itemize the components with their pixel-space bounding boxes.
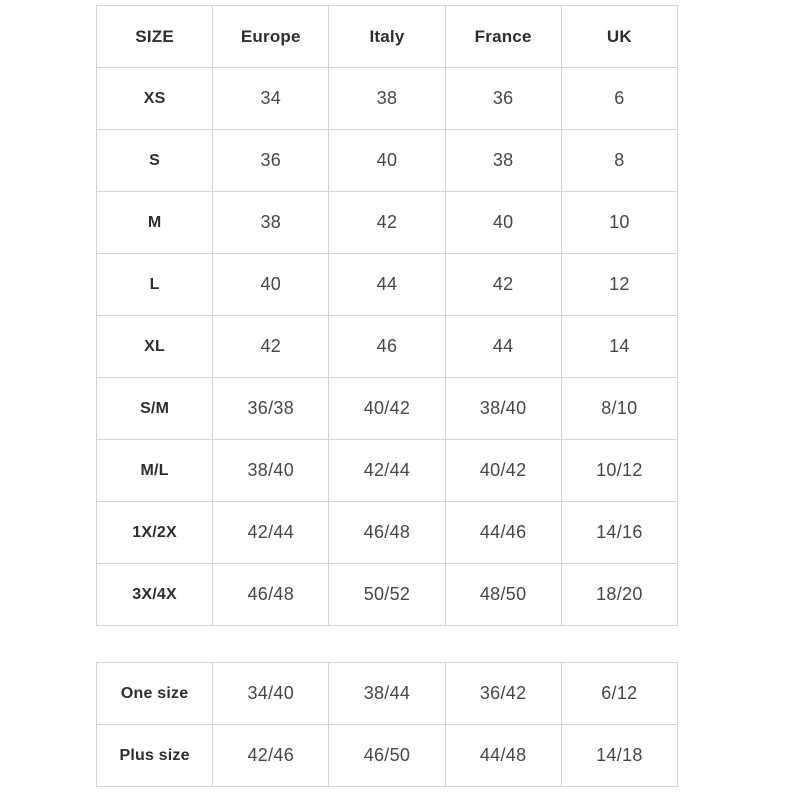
table-cell: 50/52 <box>328 563 446 626</box>
table-cell: 36/38 <box>212 377 330 440</box>
table-cell: 34 <box>212 67 330 130</box>
table-cell: 38 <box>212 191 330 254</box>
table-row: 3X/4X 46/48 50/52 48/50 18/20 <box>95 563 679 626</box>
row-label: 1X/2X <box>95 501 214 564</box>
table-cell: 38/40 <box>444 377 562 440</box>
table-row: M 38 42 40 10 <box>95 191 679 254</box>
row-label: Plus size <box>95 724 214 787</box>
table-cell: 46/48 <box>328 501 446 564</box>
row-label: One size <box>95 662 214 725</box>
table-cell: 40 <box>212 253 330 316</box>
table-cell: 14/16 <box>560 501 679 564</box>
row-label: XS <box>95 67 214 130</box>
table-row: XS 34 38 36 6 <box>95 67 679 130</box>
table-cell: 38 <box>444 129 562 192</box>
table-cell: 36 <box>212 129 330 192</box>
table-row: S 36 40 38 8 <box>95 129 679 192</box>
table-cell: 42/46 <box>212 724 330 787</box>
table-cell: 10 <box>560 191 679 254</box>
table-row: One size 34/40 38/44 36/42 6/12 <box>95 662 679 725</box>
row-label: L <box>95 253 214 316</box>
column-header: SIZE <box>95 5 214 68</box>
table-cell: 42 <box>212 315 330 378</box>
table-cell: 46 <box>328 315 446 378</box>
table-cell: 34/40 <box>212 662 330 725</box>
table-cell: 42 <box>328 191 446 254</box>
row-label: XL <box>95 315 214 378</box>
table-cell: 44 <box>328 253 446 316</box>
table-cell: 40 <box>328 129 446 192</box>
header-row: SIZE Europe Italy France UK <box>95 5 679 68</box>
table-cell: 38 <box>328 67 446 130</box>
table-row: XL 42 46 44 14 <box>95 315 679 378</box>
table-cell: 38/40 <box>212 439 330 502</box>
table-cell: 48/50 <box>444 563 562 626</box>
table-row: S/M 36/38 40/42 38/40 8/10 <box>95 377 679 440</box>
column-header: Europe <box>212 5 330 68</box>
table-cell: 8 <box>560 129 679 192</box>
table-cell: 40/42 <box>444 439 562 502</box>
table-cell: 44/46 <box>444 501 562 564</box>
table-cell: 12 <box>560 253 679 316</box>
column-header: Italy <box>328 5 446 68</box>
table-cell: 38/44 <box>328 662 446 725</box>
column-header: UK <box>560 5 679 68</box>
table-cell: 44 <box>444 315 562 378</box>
row-label: 3X/4X <box>95 563 214 626</box>
table-cell: 42/44 <box>328 439 446 502</box>
table-cell: 14/18 <box>560 724 679 787</box>
table-cell: 14 <box>560 315 679 378</box>
special-sizes-table: One size 34/40 38/44 36/42 6/12 Plus size 42/4… <box>95 662 679 787</box>
table-cell: 42 <box>444 253 562 316</box>
table-cell: 42/44 <box>212 501 330 564</box>
table-cell: 6/12 <box>560 662 679 725</box>
table-cell: 8/10 <box>560 377 679 440</box>
table-cell: 46/48 <box>212 563 330 626</box>
table-cell: 36 <box>444 67 562 130</box>
row-label: S <box>95 129 214 192</box>
table-row: L 40 44 42 12 <box>95 253 679 316</box>
table-cell: 18/20 <box>560 563 679 626</box>
table-row: Plus size 42/46 46/50 44/48 14/18 <box>95 724 679 787</box>
row-label: S/M <box>95 377 214 440</box>
table-cell: 46/50 <box>328 724 446 787</box>
table-cell: 40 <box>444 191 562 254</box>
table-cell: 44/48 <box>444 724 562 787</box>
table-cell: 10/12 <box>560 439 679 502</box>
table-row: 1X/2X 42/44 46/48 44/46 14/16 <box>95 501 679 564</box>
table-cell: 36/42 <box>444 662 562 725</box>
column-header: France <box>444 5 562 68</box>
table-cell: 6 <box>560 67 679 130</box>
size-conversion-table: SIZE Europe Italy France UK XS 34 38 36 6 S 36 40 38 8… <box>95 5 679 626</box>
table-cell: 40/42 <box>328 377 446 440</box>
row-label: M/L <box>95 439 214 502</box>
table-row: M/L 38/40 42/44 40/42 10/12 <box>95 439 679 502</box>
row-label: M <box>95 191 214 254</box>
